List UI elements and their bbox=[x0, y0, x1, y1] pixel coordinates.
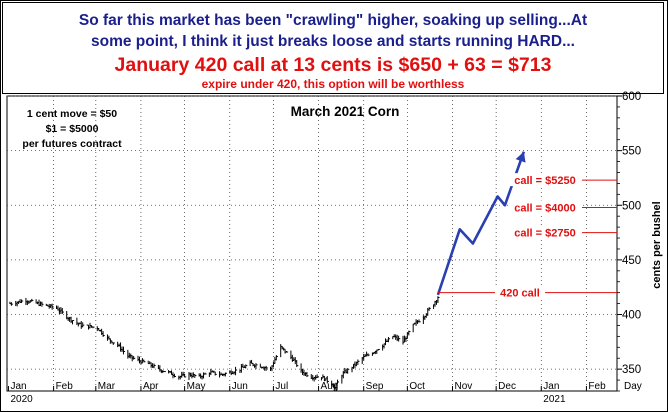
y-tick-label: 450 bbox=[622, 255, 641, 267]
x-tick-label: Jan bbox=[543, 381, 559, 392]
annotation-label: 420 call bbox=[500, 288, 540, 300]
y-tick-label: 600 bbox=[622, 91, 641, 103]
x-tick-labels: Jan Feb Mar Apr May Jun Jul Aug Sep Oct Nov Dec Jan F… bbox=[7, 381, 606, 405]
x-year-label: 2021 bbox=[543, 394, 566, 405]
x-tick-label: May bbox=[187, 381, 206, 392]
x-tick-label: Sep bbox=[366, 381, 384, 392]
header-box: So far this market has been "crawling" h… bbox=[2, 2, 664, 94]
y-tick-labels: 350 400 450 500 550 600 bbox=[617, 91, 641, 392]
x-axis-label: Day bbox=[624, 381, 642, 392]
projection-line bbox=[436, 151, 526, 296]
x-tick-label: Feb bbox=[588, 381, 606, 392]
x-tick-label: Jan bbox=[10, 381, 26, 392]
projection-arrow bbox=[436, 151, 526, 296]
x-tick-label: Oct bbox=[409, 381, 425, 392]
header-line-4: expire under 420, this option will be wo… bbox=[201, 77, 465, 91]
chart-title: March 2021 Corn bbox=[291, 104, 400, 119]
x-tick-label: Jun bbox=[232, 381, 248, 392]
header-line-1: So far this market has been "crawling" h… bbox=[78, 12, 588, 29]
x-tick-label: Apr bbox=[143, 381, 159, 392]
option-annotations: call = $5250 call = $4000 call = $2750 420 … bbox=[437, 173, 617, 300]
annotation-label-bg bbox=[508, 200, 582, 214]
annotation-label: call = $4000 bbox=[514, 202, 575, 214]
projection-arrowhead bbox=[515, 151, 526, 163]
contract-note-line-1: 1 cent move = $50 bbox=[27, 108, 117, 120]
annotation-label-bg bbox=[495, 285, 545, 299]
price-bars bbox=[9, 296, 440, 391]
y-tick-label: 500 bbox=[622, 200, 641, 212]
header-line-2: some point, I think it just breaks loose… bbox=[90, 33, 575, 50]
header-line-3: January 420 call at 13 cents is $650 + 6… bbox=[114, 54, 552, 76]
x-tick-label: Mar bbox=[98, 381, 116, 392]
x-tick-label: Jul bbox=[275, 381, 288, 392]
y-tick-label: 350 bbox=[622, 364, 641, 376]
annotation-label: call = $2750 bbox=[514, 228, 575, 240]
y-tick-label: 550 bbox=[622, 146, 641, 158]
gridlines bbox=[7, 95, 617, 391]
x-tick-label: Dec bbox=[498, 381, 516, 392]
x-year-label: 2020 bbox=[10, 394, 33, 405]
annotation-label-bg bbox=[508, 173, 582, 187]
x-tick-label: Feb bbox=[56, 381, 74, 392]
y-axis-label: cents per bushel bbox=[651, 201, 663, 288]
contract-note-line-3: per futures contract bbox=[22, 138, 122, 150]
contract-note-line-2: $1 = $5000 bbox=[46, 123, 99, 135]
annotation-label-bg bbox=[508, 225, 582, 239]
y-tick-label: 400 bbox=[622, 310, 641, 322]
x-tick-label: Nov bbox=[454, 381, 472, 392]
x-tick-label: Aug bbox=[321, 381, 339, 392]
annotation-label: call = $5250 bbox=[514, 175, 575, 187]
